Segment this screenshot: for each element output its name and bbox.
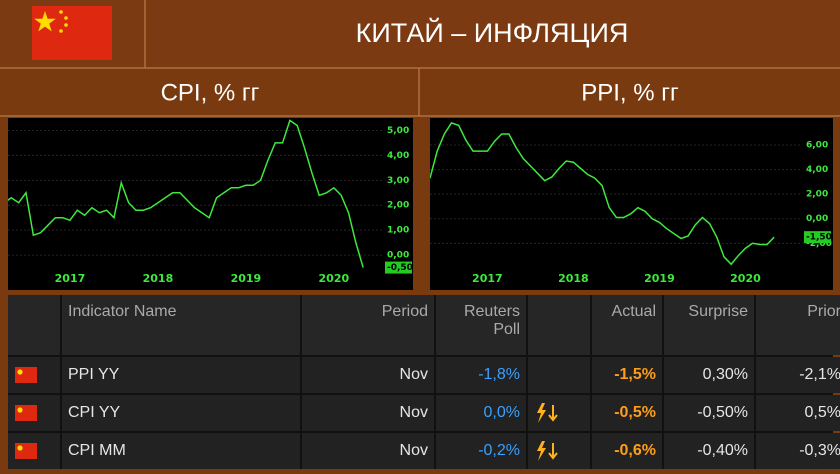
flag	[32, 6, 112, 60]
plot-area	[8, 118, 413, 290]
bolt	[537, 441, 546, 461]
table: Indicator Name Period Reuters Poll Actua…	[8, 295, 840, 469]
cell: 0,30%	[664, 357, 754, 393]
chart-title: PPI, % гг	[581, 79, 679, 106]
y-tick-label: 3,00	[387, 176, 409, 186]
y-tick-label: 1,00	[387, 226, 409, 236]
cell: CPI YY	[62, 395, 300, 431]
cell	[528, 395, 590, 431]
y-tick-label: 2,00	[387, 201, 409, 211]
flag	[15, 367, 37, 383]
header-cell	[8, 295, 60, 355]
header-band	[0, 0, 840, 68]
slide: КИТАЙ – ИНФЛЯЦИЯ CPI, % гг PPI, % гг 0,0…	[0, 0, 840, 290]
flag-star	[17, 445, 23, 451]
line	[430, 122, 775, 266]
x-tick-label: 2018	[558, 272, 589, 285]
surprise-icon	[537, 403, 558, 423]
cell: Nov	[302, 395, 434, 431]
cell: -1,8%	[436, 357, 526, 393]
flag	[15, 443, 37, 459]
cell: -0,40%	[664, 433, 754, 469]
cell: -0,3%	[756, 433, 840, 469]
y-tick-label: 4,00	[806, 165, 828, 175]
header-cell: Prior	[756, 295, 840, 355]
value-label: -0,50	[387, 263, 413, 273]
cell	[528, 433, 590, 469]
y-tick-label: -2,00	[806, 239, 832, 249]
flag-icon	[15, 367, 37, 383]
cell: CPI MM	[62, 433, 300, 469]
flag-star	[17, 407, 23, 413]
cell: -1,5%	[592, 357, 662, 393]
title: КИТАЙ – ИНФЛЯЦИЯ	[356, 17, 629, 48]
x-tick-label: 2017	[55, 272, 86, 285]
arrow	[548, 405, 558, 422]
header-cell: Surprise	[664, 295, 754, 355]
surprise-icon	[537, 441, 558, 461]
header-text: Reuters Poll	[463, 303, 520, 338]
x-tick-label: 2018	[143, 272, 174, 285]
cell: -0,2%	[436, 433, 526, 469]
header-cell: Reuters Poll	[436, 295, 526, 355]
header-cell: Actual	[592, 295, 662, 355]
y-tick-label: 0,00	[387, 251, 409, 261]
cell: Nov	[302, 433, 434, 469]
value-label: -1,50	[806, 233, 832, 243]
cell	[528, 357, 590, 393]
arrow	[548, 443, 558, 460]
cell: PPI YY	[62, 357, 300, 393]
x-tick-label: 2020	[730, 272, 761, 285]
cell: 0,5%	[756, 395, 840, 431]
value-label-box	[385, 261, 412, 274]
cell: Nov	[302, 357, 434, 393]
header-cell: Indicator Name	[62, 295, 300, 355]
cell	[8, 433, 60, 469]
x-tick-label: 2019	[231, 272, 262, 285]
flag	[15, 405, 37, 421]
y-tick-label: 2,00	[806, 190, 828, 200]
y-tick-label: 4,00	[387, 151, 409, 161]
flag-icon	[15, 443, 37, 459]
cell	[8, 357, 60, 393]
y-tick-label: 5,00	[387, 126, 409, 136]
cell: -2,1%	[756, 357, 840, 393]
cell: -0,50%	[664, 395, 754, 431]
cell	[8, 395, 60, 431]
bolt	[537, 403, 546, 423]
chart-title: CPI, % гг	[161, 79, 260, 106]
cell: -0,5%	[592, 395, 662, 431]
plot-area	[430, 118, 833, 290]
header-cell: Period	[302, 295, 434, 355]
cell: 0,0%	[436, 395, 526, 431]
y-tick-label: 6,00	[806, 141, 828, 151]
y-tick-label: 0,00	[806, 214, 828, 224]
flag-star	[17, 369, 23, 375]
cell: -0,6%	[592, 433, 662, 469]
x-tick-label: 2020	[319, 272, 350, 285]
header-cell	[528, 295, 590, 355]
line	[8, 119, 364, 268]
value-label-box	[804, 231, 831, 244]
x-tick-label: 2019	[644, 272, 675, 285]
x-tick-label: 2017	[472, 272, 503, 285]
flag-icon	[15, 405, 37, 421]
